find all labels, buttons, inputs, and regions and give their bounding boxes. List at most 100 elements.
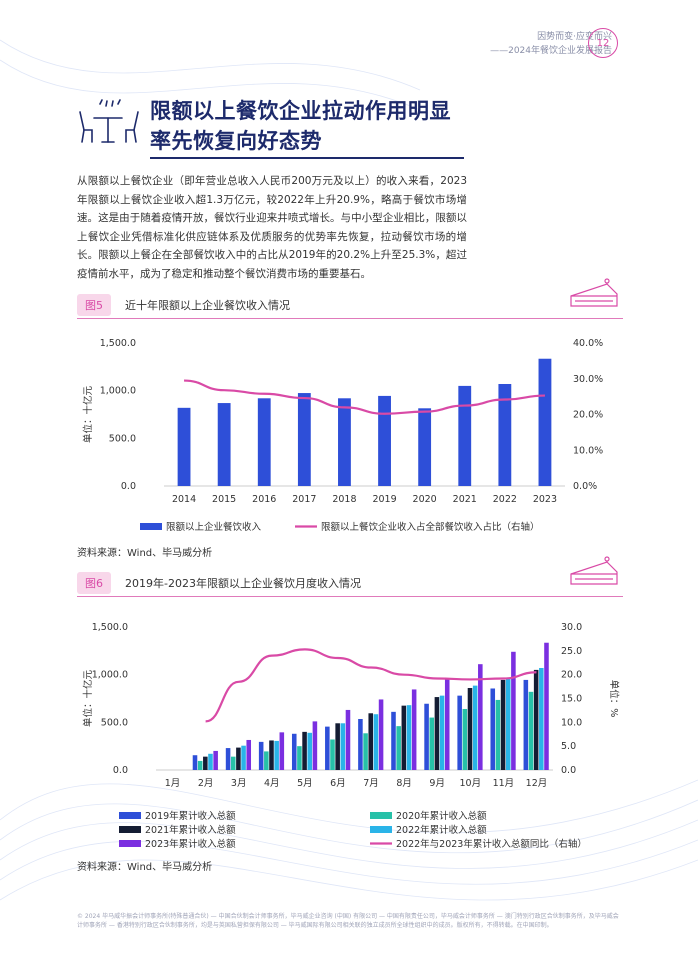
x-tick-label: 12月: [526, 778, 548, 789]
bar: [523, 679, 529, 770]
bar: [197, 760, 203, 770]
dining-table-icon: [79, 99, 139, 143]
header-line1: 因势而变·应变而兴: [537, 32, 612, 42]
bar: [335, 723, 340, 770]
bar: [478, 664, 483, 770]
bar: [258, 741, 264, 770]
bar: [225, 748, 231, 770]
bar: [391, 711, 396, 770]
body-paragraph: 从限额以上餐饮企业（即年营业总收入人民币200万元及以上）的收入来看，2023年…: [77, 175, 467, 280]
report-header: 因势而变·应变而兴 ——2024年餐饮企业发展报告: [490, 30, 612, 58]
figure5-header: 图5 近十年限额以上企业餐饮收入情况: [77, 278, 623, 319]
title-underline: [150, 157, 464, 159]
bar: [533, 669, 539, 770]
bar: [490, 688, 496, 770]
bar: [373, 714, 379, 770]
figure6-source: 资料来源：Wind、毕马威分析: [77, 862, 213, 873]
legend-swatch: [119, 840, 141, 847]
x-tick-label: 7月: [363, 778, 379, 789]
legend-label: 2020年累计收入总额: [396, 810, 487, 822]
y-tick-label: 1,000.0: [92, 670, 128, 681]
y-tick-label: 500.0: [101, 717, 128, 728]
series-line: [184, 379, 545, 415]
bar: [396, 726, 401, 770]
bar: [434, 697, 440, 770]
legend-label: 2022年与2023年累计收入总额同比（右轴）: [396, 838, 587, 850]
bar: [213, 750, 218, 770]
y2-tick-label: 30.0: [561, 622, 582, 633]
bar: [418, 408, 432, 486]
bar: [297, 746, 302, 770]
bar: [539, 667, 544, 770]
bar: [230, 756, 236, 770]
bar: [302, 731, 307, 770]
bar: [368, 713, 374, 770]
x-tick-label: 2022: [493, 494, 517, 505]
y2-axis-label: 单位：%: [608, 680, 620, 718]
x-tick-label: 2016: [252, 494, 276, 505]
x-tick-label: 2023: [533, 494, 557, 505]
bar: [208, 753, 213, 770]
x-tick-label: 2014: [172, 494, 196, 505]
bar: [297, 393, 311, 486]
x-tick-label: 2021: [453, 494, 477, 505]
x-tick-label: 11月: [493, 778, 515, 789]
bar: [274, 740, 279, 770]
bar: [528, 691, 534, 770]
bar: [177, 407, 191, 486]
y-tick-label: 0.0: [121, 481, 136, 492]
legend-swatch: [119, 826, 141, 833]
header-line2: ——2024年餐饮企业发展报告: [490, 46, 612, 56]
bar: [312, 721, 318, 770]
y-tick-label: 1,000.0: [100, 386, 136, 397]
bar: [505, 678, 511, 770]
bar: [203, 756, 208, 770]
y2-tick-label: 10.0: [561, 717, 582, 728]
y-tick-label: 1,500.0: [92, 622, 128, 633]
bar: [495, 699, 501, 770]
legend-swatch: [370, 826, 392, 833]
bar: [472, 685, 478, 770]
legend-swatch: [119, 812, 141, 819]
x-tick-label: 2020: [413, 494, 437, 505]
y-tick-label: 0.0: [113, 765, 128, 776]
legend-label: 限额以上企业餐饮收入: [166, 521, 262, 533]
bar: [429, 717, 435, 770]
legend-swatch: [140, 523, 162, 530]
bar: [538, 358, 552, 486]
series-line: [205, 648, 537, 723]
bar: [291, 733, 297, 770]
bar: [511, 651, 516, 770]
bar: [345, 709, 351, 770]
bar: [338, 398, 351, 486]
y2-tick-label: 10.0%: [573, 445, 603, 456]
title-line1: 限额以上餐饮企业拉动作用明显: [150, 99, 451, 123]
figure5-tag: 图5: [77, 294, 111, 316]
bar: [236, 747, 241, 770]
figure5-chart: 0.0 500.0 1,000.0 1,500.0 0.0% 10.0% 20.0% 30.0…: [82, 338, 603, 533]
x-tick-label: 2015: [212, 494, 236, 505]
y2-tick-label: 15.0: [561, 694, 582, 705]
bar: [458, 385, 472, 486]
x-tick-label: 4月: [264, 778, 280, 789]
bar: [325, 726, 330, 770]
x-tick-label: 3月: [231, 778, 247, 789]
x-tick-label: 2018: [332, 494, 356, 505]
page-number: 12: [588, 28, 618, 58]
legend-swatch: [370, 812, 392, 819]
bar: [192, 755, 198, 770]
bar: [406, 705, 412, 770]
y2-tick-label: 0.0%: [573, 481, 597, 492]
bar: [264, 751, 269, 770]
legend-label: 2019年累计收入总额: [145, 810, 236, 822]
bar: [498, 383, 512, 486]
bar: [340, 723, 346, 770]
bar: [363, 733, 368, 770]
x-tick-label: 1月: [165, 778, 181, 789]
bar: [358, 718, 363, 770]
bar: [467, 688, 473, 770]
bar: [307, 732, 313, 770]
y2-tick-label: 20.0: [561, 670, 582, 681]
bar: [269, 740, 274, 770]
page-title: 限额以上餐饮企业拉动作用明显 率先恢复向好态势: [150, 96, 451, 156]
